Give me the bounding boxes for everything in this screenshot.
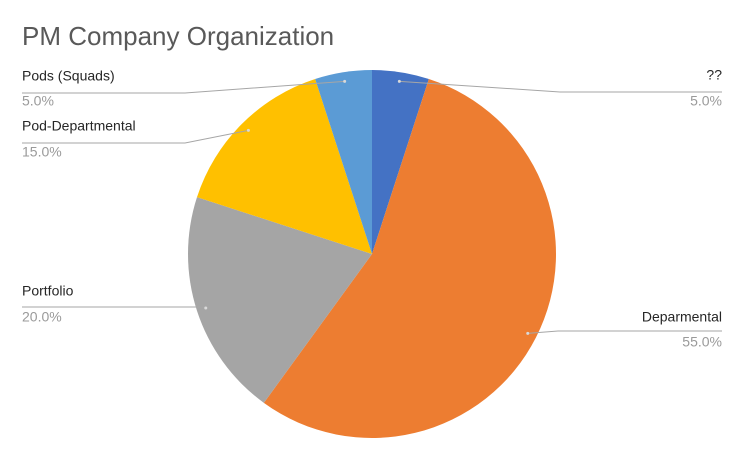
slice-label: Pod-Departmental: [22, 118, 136, 134]
leader-dot: [246, 128, 250, 132]
slice-label: Pods (Squads): [22, 68, 115, 84]
value-label: 55.0%: [682, 334, 722, 350]
leader-line: [527, 330, 722, 334]
pie-slice: [372, 70, 429, 254]
leader-dot: [526, 331, 530, 335]
value-label: 5.0%: [22, 93, 54, 109]
value-label: 5.0%: [690, 93, 722, 109]
leader-line: [22, 306, 206, 309]
leader-dot: [204, 306, 208, 310]
leader-line: [22, 129, 249, 144]
pie-slice: [197, 79, 372, 254]
leader-dot: [397, 79, 401, 83]
leader-line: [399, 80, 722, 93]
slice-label: Deparmental: [642, 309, 722, 325]
pie-slice: [263, 79, 556, 438]
slice-label: Portfolio: [22, 283, 74, 299]
pie-slice: [187, 197, 372, 403]
pie-slice: [315, 70, 372, 254]
chart-title: PM Company Organization: [22, 21, 334, 51]
value-label: 15.0%: [22, 144, 62, 160]
leader-line: [22, 80, 345, 94]
value-label: 20.0%: [22, 309, 62, 325]
slice-label: ??: [706, 67, 722, 83]
leader-dot: [343, 79, 347, 83]
